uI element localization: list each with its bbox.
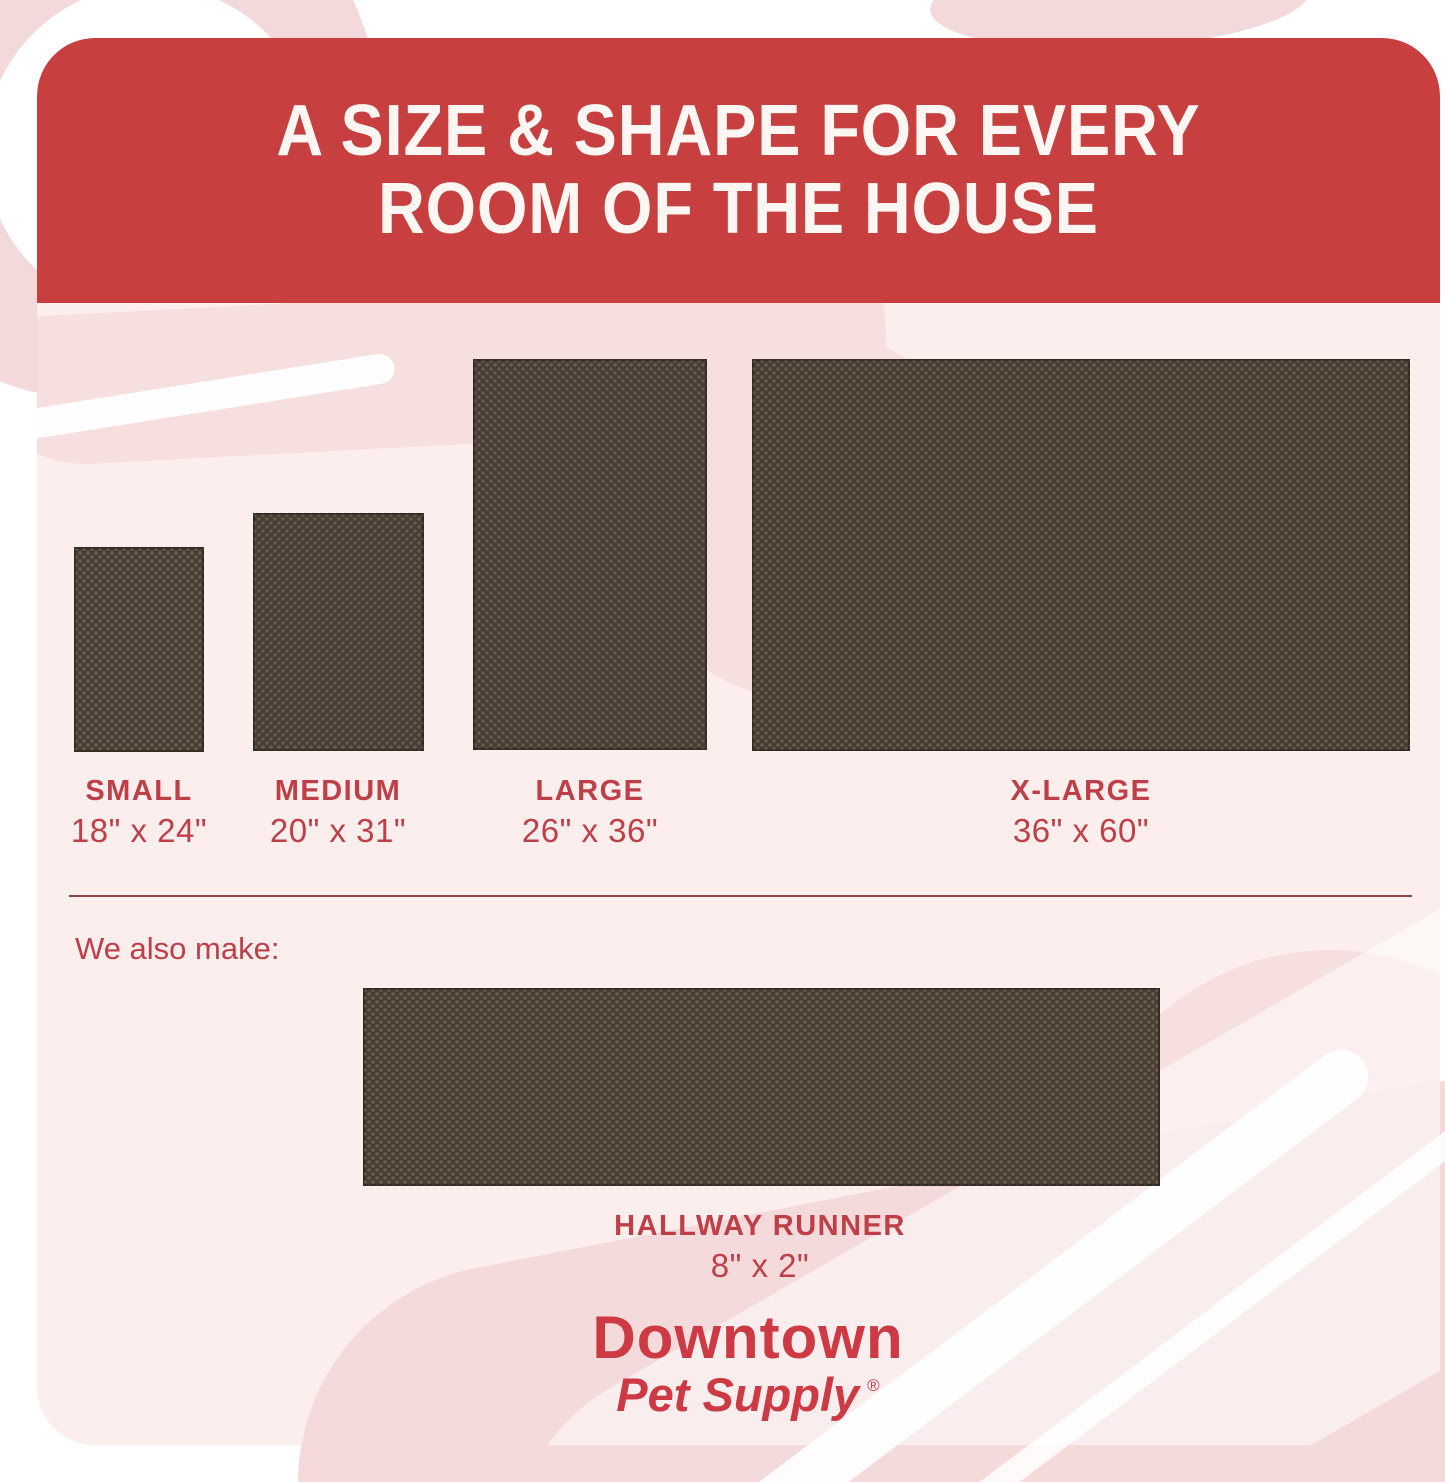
size-dimensions: 26" x 36" — [521, 812, 659, 849]
brand-logo: Downtown Pet Supply ® — [592, 1308, 903, 1422]
mat-swatch-hallway-runner — [363, 988, 1160, 1186]
size-name: HALLWAY RUNNER — [614, 1210, 906, 1242]
size-dimensions: 18" x 24" — [70, 812, 208, 849]
size-dimensions: 8" x 2" — [710, 1247, 810, 1284]
also-make-text: We also make: — [75, 931, 280, 966]
size-dimensions: 36" x 60" — [1012, 812, 1150, 849]
page-title-line-2: ROOM OF THE HOUSE — [378, 168, 1099, 249]
brand-tagline: Pet Supply ® — [592, 1368, 903, 1422]
size-label-medium: MEDIUM 20" x 31" — [270, 775, 406, 850]
size-name: LARGE — [535, 775, 645, 807]
brand-tagline-text: Pet Supply — [616, 1368, 860, 1421]
size-name: SMALL — [85, 775, 193, 807]
size-name: X-LARGE — [1010, 775, 1152, 807]
header-banner: A SIZE & SHAPE FOR EVERY ROOM OF THE HOU… — [37, 38, 1440, 303]
registered-trademark-symbol: ® — [867, 1376, 880, 1395]
size-chart-content: SMALL 18" x 24" MEDIUM 20" x 31" LARGE 2… — [37, 38, 1440, 1445]
size-label-hallway-runner: HALLWAY RUNNER 8" x 2" — [614, 1210, 906, 1285]
page-title-line-1: A SIZE & SHAPE FOR EVERY — [276, 91, 1201, 172]
mat-swatch-x-large — [752, 359, 1410, 751]
size-dimensions: 20" x 31" — [269, 812, 407, 849]
mat-swatch-large — [473, 359, 707, 750]
size-label-small: SMALL 18" x 24" — [71, 775, 207, 850]
size-name: MEDIUM — [274, 775, 402, 807]
page-title: A SIZE & SHAPE FOR EVERY ROOM OF THE HOU… — [276, 93, 1200, 247]
size-label-x-large: X-LARGE 36" x 60" — [1011, 775, 1152, 850]
size-label-large: LARGE 26" x 36" — [522, 775, 658, 850]
mat-swatch-medium — [253, 513, 424, 751]
brand-name: Downtown — [592, 1304, 904, 1371]
section-divider — [69, 895, 1412, 897]
infographic-card: A SIZE & SHAPE FOR EVERY ROOM OF THE HOU… — [37, 38, 1440, 1445]
mat-swatch-small — [74, 547, 204, 752]
